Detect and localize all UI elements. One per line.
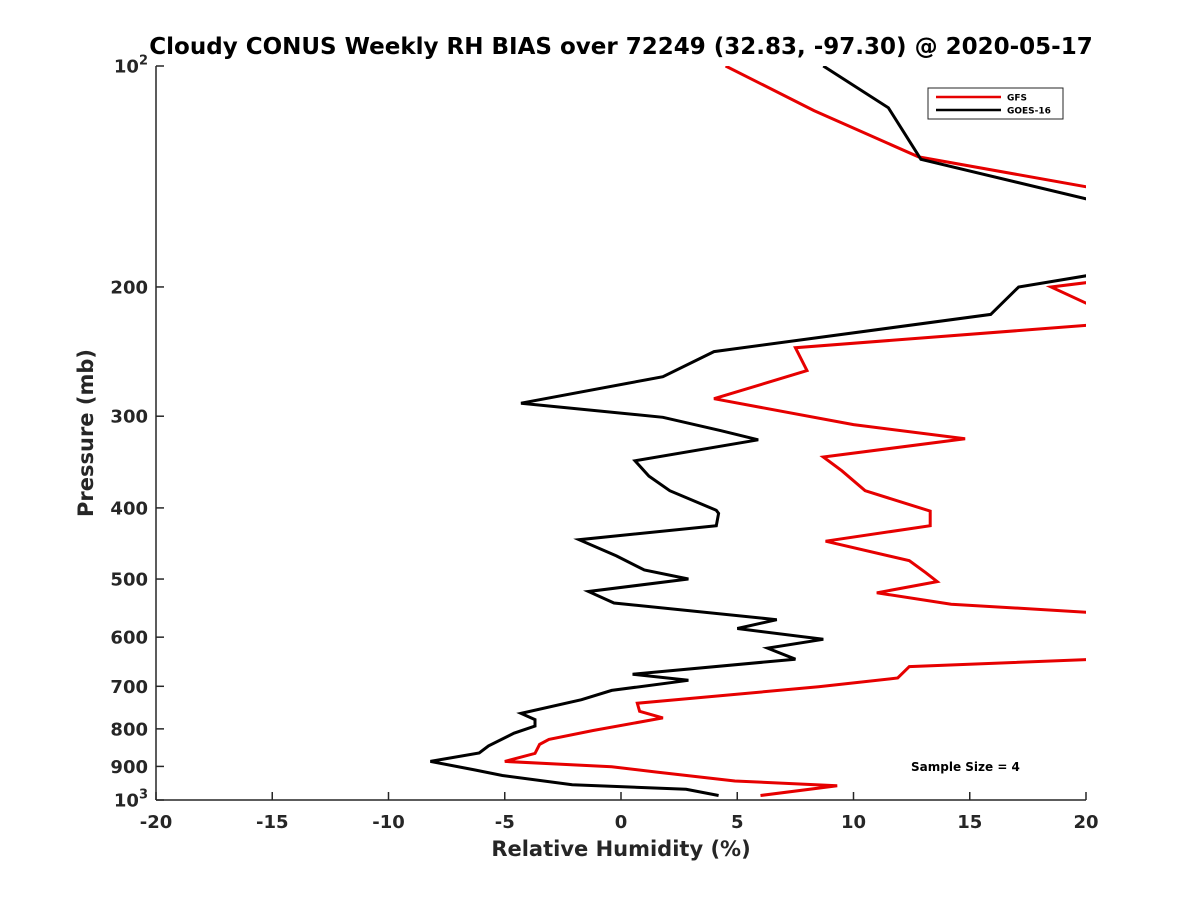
legend-label-gfs: GFS	[1007, 94, 1027, 104]
y-tick-label: 900	[110, 757, 148, 778]
y-tick-label: 600	[110, 628, 148, 649]
legend-label-goes-16: GOES-16	[1007, 107, 1051, 117]
y-tick-label: 500	[110, 570, 148, 591]
legend-box	[927, 87, 1064, 120]
x-tick-label: 20	[1073, 812, 1098, 833]
y-tick-label: 102	[114, 54, 148, 78]
y-tick-label: 300	[110, 407, 148, 428]
y-axis-label: Pressure (mb)	[74, 349, 98, 517]
x-tick-label: 10	[841, 812, 866, 833]
x-tick-label: -20	[140, 812, 173, 833]
x-tick-label: 5	[731, 812, 744, 833]
x-axis-label: Relative Humidity (%)	[491, 837, 750, 861]
y-tick-label: 700	[110, 677, 148, 698]
y-tick-label: 103	[114, 788, 148, 812]
sample-size-annotation: Sample Size = 4	[911, 760, 1020, 774]
x-tick-label: -10	[372, 812, 405, 833]
series-line-gfs	[504, 66, 1086, 797]
y-tick-label: 200	[110, 277, 148, 298]
chart-title: Cloudy CONUS Weekly RH BIAS over 72249 (…	[149, 34, 1092, 60]
x-tick-label: -5	[495, 812, 515, 833]
x-tick-label: 0	[615, 812, 628, 833]
x-tick-label: 15	[957, 812, 982, 833]
x-tick-label: -15	[256, 812, 289, 833]
y-tick-label: 400	[110, 498, 148, 519]
legend: GFS GOES-16	[927, 87, 1064, 120]
y-tick-label: 800	[110, 719, 148, 740]
series-line-goes-16	[430, 66, 1086, 797]
